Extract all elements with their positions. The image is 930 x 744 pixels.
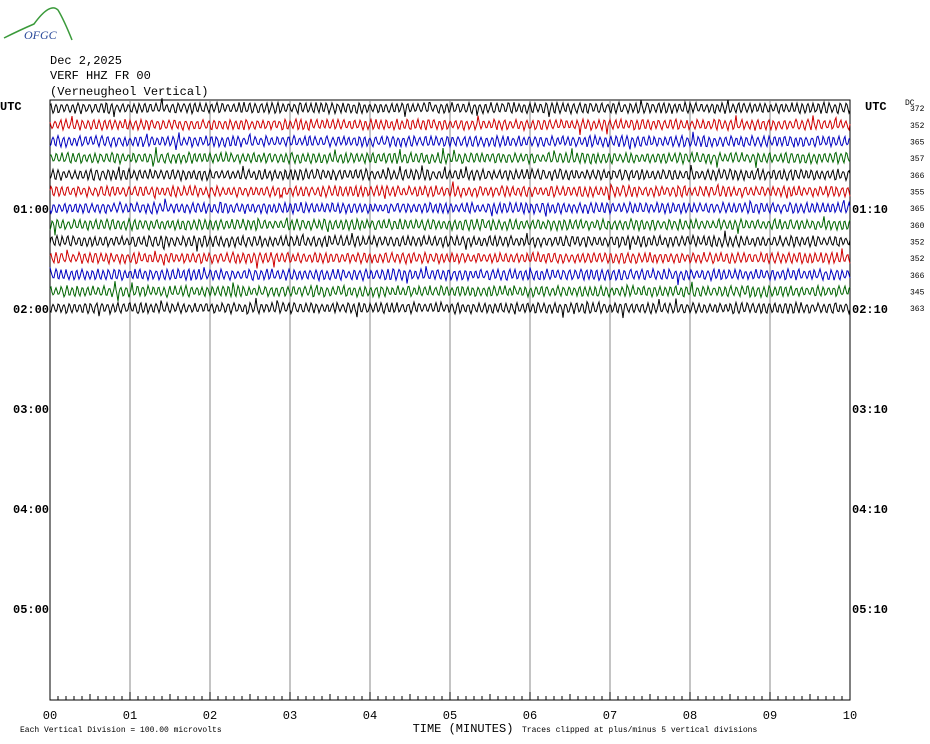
dc-value: 352 bbox=[910, 122, 925, 131]
trace bbox=[49, 266, 851, 286]
trace bbox=[49, 131, 851, 150]
x-tick-label: 03 bbox=[283, 709, 297, 723]
right-time-label: 02:10 bbox=[852, 303, 888, 317]
left-time-label: 02:00 bbox=[13, 303, 49, 317]
trace bbox=[49, 281, 851, 302]
x-tick-label: 05 bbox=[443, 709, 457, 723]
trace bbox=[49, 181, 851, 201]
x-tick-label: 09 bbox=[763, 709, 777, 723]
station: VERF HHZ FR 00 bbox=[50, 69, 151, 83]
trace bbox=[49, 297, 851, 319]
dc-value: 345 bbox=[910, 288, 925, 297]
dc-value: 365 bbox=[910, 138, 925, 147]
dc-value: 366 bbox=[910, 272, 925, 281]
dc-value: 363 bbox=[910, 305, 925, 314]
dc-value: 360 bbox=[910, 222, 925, 231]
left-time-label: 03:00 bbox=[13, 403, 49, 417]
dc-value: 352 bbox=[910, 238, 925, 247]
x-axis-title: TIME (MINUTES) bbox=[413, 722, 514, 736]
trace bbox=[49, 115, 851, 135]
dc-value: 365 bbox=[910, 205, 925, 214]
logo: OFGC bbox=[3, 7, 73, 42]
right-time-label: 05:10 bbox=[852, 603, 888, 617]
left-time-label: 01:00 bbox=[13, 203, 49, 217]
logo-text: OFGC bbox=[24, 28, 58, 42]
x-tick-label: 07 bbox=[603, 709, 617, 723]
x-tick-label: 10 bbox=[843, 709, 857, 723]
right-time-label: 03:10 bbox=[852, 403, 888, 417]
dc-value: 352 bbox=[910, 255, 925, 264]
x-tick-label: 06 bbox=[523, 709, 537, 723]
location: (Verneugheol Vertical) bbox=[50, 85, 208, 99]
left-time-label: 05:00 bbox=[13, 603, 49, 617]
x-tick-label: 04 bbox=[363, 709, 377, 723]
dc-value: 355 bbox=[910, 188, 925, 197]
left-axis-title: UTC bbox=[0, 100, 22, 114]
trace bbox=[49, 248, 851, 269]
scale-note: Each Vertical Division = 100.00 microvol… bbox=[20, 726, 222, 735]
trace bbox=[49, 216, 851, 236]
clip-note: Traces clipped at plus/minus 5 vertical … bbox=[522, 726, 757, 735]
trace bbox=[49, 147, 851, 168]
trace bbox=[49, 98, 851, 118]
trace bbox=[49, 165, 851, 183]
logo-curve bbox=[3, 7, 73, 41]
right-axis-title: UTC bbox=[865, 100, 887, 114]
right-time-label: 04:10 bbox=[852, 503, 888, 517]
left-time-label: 04:00 bbox=[13, 503, 49, 517]
dc-value: 366 bbox=[910, 172, 925, 181]
right-time-label: 01:10 bbox=[852, 203, 888, 217]
dc-value: 372 bbox=[910, 105, 925, 114]
x-tick-label: 08 bbox=[683, 709, 697, 723]
x-tick-label: 02 bbox=[203, 709, 217, 723]
trace bbox=[49, 230, 851, 252]
date: Dec 2,2025 bbox=[50, 54, 122, 68]
dc-title: DC bbox=[905, 99, 915, 108]
x-tick-label: 00 bbox=[43, 709, 57, 723]
x-tick-label: 01 bbox=[123, 709, 137, 723]
trace bbox=[49, 198, 851, 217]
dc-value: 357 bbox=[910, 155, 925, 164]
